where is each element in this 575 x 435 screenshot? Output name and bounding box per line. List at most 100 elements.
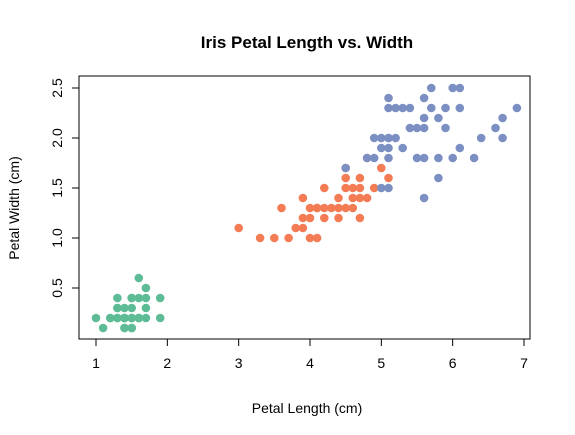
data-point — [377, 133, 386, 143]
data-point — [134, 273, 144, 283]
data-point — [384, 173, 393, 183]
data-point — [434, 173, 443, 183]
data-point — [334, 193, 343, 203]
data-point — [341, 183, 351, 193]
data-point — [405, 103, 415, 113]
data-point — [141, 283, 151, 293]
y-tick-label: 2.0 — [49, 128, 65, 148]
y-tick-label: 0.5 — [49, 278, 65, 298]
data-point — [441, 123, 450, 133]
data-point — [91, 313, 101, 323]
data-point — [491, 123, 500, 133]
data-point — [419, 123, 429, 133]
y-tick-label: 1.0 — [49, 228, 65, 248]
data-point — [384, 133, 393, 143]
data-point — [398, 143, 408, 153]
data-point — [277, 203, 286, 213]
data-point — [320, 203, 329, 213]
data-point — [98, 323, 108, 333]
data-point — [391, 133, 400, 143]
x-tick-label: 7 — [520, 355, 528, 371]
data-point — [120, 313, 129, 323]
x-tick-label: 2 — [163, 355, 171, 371]
data-point — [141, 303, 151, 313]
data-point — [127, 323, 136, 333]
data-point — [348, 203, 358, 213]
y-axis-label: Petal Width (cm) — [6, 156, 22, 259]
data-point — [434, 113, 443, 123]
data-point — [441, 103, 450, 113]
data-point — [298, 193, 308, 203]
data-point — [134, 293, 144, 303]
data-point — [355, 183, 365, 193]
data-point — [270, 233, 279, 243]
data-point — [355, 173, 365, 183]
data-point — [448, 153, 458, 163]
data-point — [384, 103, 393, 113]
data-point — [362, 193, 372, 203]
x-tick-label: 3 — [235, 355, 243, 371]
data-point — [469, 153, 479, 163]
data-point — [398, 103, 408, 113]
data-point — [405, 123, 415, 133]
data-point — [312, 233, 322, 243]
data-point — [377, 163, 386, 173]
data-point — [498, 113, 507, 123]
data-point — [355, 193, 365, 203]
data-point — [134, 313, 144, 323]
data-point — [377, 183, 386, 193]
data-point — [341, 173, 351, 183]
data-point — [369, 183, 379, 193]
data-point — [384, 93, 393, 103]
data-point — [255, 233, 265, 243]
data-point — [355, 213, 365, 223]
data-point — [412, 153, 422, 163]
data-point — [298, 223, 308, 233]
data-point — [305, 213, 315, 223]
data-points — [91, 83, 522, 333]
data-point — [391, 103, 400, 113]
data-point — [127, 293, 136, 303]
data-point — [120, 303, 129, 313]
data-point — [434, 153, 443, 163]
data-point — [427, 103, 436, 113]
data-point — [106, 313, 115, 323]
data-point — [384, 153, 393, 163]
x-tick-label: 6 — [449, 355, 457, 371]
x-tick-label: 4 — [306, 355, 314, 371]
data-point — [476, 133, 486, 143]
data-point — [312, 203, 322, 213]
y-axis: 0.5 1.0 1.5 2.0 2.5 — [49, 78, 79, 298]
data-point — [341, 203, 351, 213]
chart-title: Iris Petal Length vs. Width — [201, 33, 413, 52]
data-point — [298, 213, 308, 223]
data-point — [412, 123, 422, 133]
x-tick-label: 5 — [377, 355, 385, 371]
data-point — [369, 133, 379, 143]
x-axis: 1 2 3 4 5 6 7 — [92, 339, 528, 371]
data-point — [155, 313, 165, 323]
data-point — [448, 83, 458, 93]
data-point — [419, 113, 429, 123]
data-point — [348, 193, 358, 203]
data-point — [127, 313, 136, 323]
data-point — [455, 143, 465, 153]
data-point — [320, 213, 329, 223]
data-point — [455, 83, 465, 93]
data-point — [127, 303, 136, 313]
data-point — [384, 143, 393, 153]
data-point — [120, 323, 129, 333]
data-point — [419, 93, 429, 103]
data-point — [141, 293, 151, 303]
data-point — [234, 223, 243, 233]
data-point — [377, 143, 386, 153]
data-point — [512, 103, 522, 113]
data-point — [291, 223, 301, 233]
y-tick-label: 1.5 — [49, 178, 65, 198]
data-point — [384, 183, 393, 193]
data-point — [419, 153, 429, 163]
data-point — [362, 153, 372, 163]
data-point — [305, 203, 315, 213]
data-point — [341, 163, 351, 173]
